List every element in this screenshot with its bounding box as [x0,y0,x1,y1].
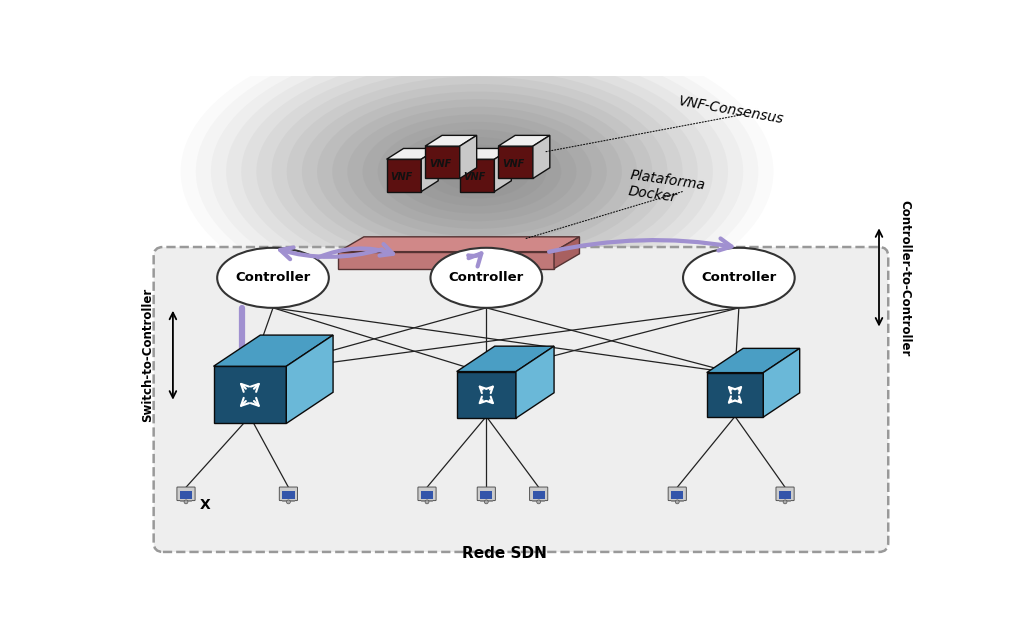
Ellipse shape [217,248,329,308]
Polygon shape [532,491,545,499]
Ellipse shape [347,107,607,236]
Ellipse shape [430,248,542,308]
Ellipse shape [256,61,697,282]
Polygon shape [387,159,421,191]
Ellipse shape [393,129,561,214]
Polygon shape [287,335,333,424]
Polygon shape [421,491,433,499]
Text: Plataforma
Docker: Plataforma Docker [628,168,707,209]
Ellipse shape [302,84,652,259]
Circle shape [184,500,188,504]
Ellipse shape [454,160,501,183]
Polygon shape [457,372,516,418]
Circle shape [287,500,291,504]
Ellipse shape [423,145,531,198]
Ellipse shape [362,114,592,229]
Ellipse shape [287,76,668,267]
FancyBboxPatch shape [177,487,196,501]
Text: VNF: VNF [502,159,524,169]
Polygon shape [499,136,550,146]
Polygon shape [425,136,477,146]
Polygon shape [460,136,477,179]
FancyBboxPatch shape [418,487,436,501]
Polygon shape [214,366,287,424]
Polygon shape [457,346,554,372]
Text: Switch-to-Controller: Switch-to-Controller [141,288,154,422]
Circle shape [676,500,679,504]
Ellipse shape [683,248,795,308]
Polygon shape [516,346,554,418]
FancyBboxPatch shape [280,487,298,501]
Polygon shape [339,237,580,252]
Polygon shape [763,348,800,417]
FancyBboxPatch shape [776,487,795,501]
Text: Controller: Controller [701,271,776,284]
Ellipse shape [271,69,683,275]
Polygon shape [532,136,550,179]
Ellipse shape [332,99,622,244]
Ellipse shape [226,46,728,297]
Ellipse shape [469,167,485,176]
Polygon shape [421,148,438,191]
FancyBboxPatch shape [154,247,888,552]
Polygon shape [707,348,800,373]
Circle shape [783,500,787,504]
FancyBboxPatch shape [669,487,686,501]
Polygon shape [495,148,511,191]
Polygon shape [671,491,683,499]
Polygon shape [387,148,438,159]
Text: VNF-Consensus: VNF-Consensus [677,94,785,126]
Polygon shape [779,491,792,499]
Circle shape [537,500,541,504]
Circle shape [425,500,429,504]
Text: VNF: VNF [390,172,413,182]
Polygon shape [707,373,763,417]
Circle shape [484,500,488,504]
Text: VNF: VNF [464,172,485,182]
FancyBboxPatch shape [477,487,496,501]
Text: Controller-to-Controller: Controller-to-Controller [898,200,911,356]
Ellipse shape [211,39,743,304]
Polygon shape [460,148,511,159]
Text: X: X [200,498,211,512]
Polygon shape [283,491,295,499]
Ellipse shape [317,91,637,252]
Polygon shape [339,252,554,269]
Ellipse shape [378,122,577,221]
Polygon shape [480,491,493,499]
Text: Controller: Controller [236,271,310,284]
Text: Controller: Controller [449,271,524,284]
Polygon shape [214,335,333,366]
Ellipse shape [242,54,713,290]
Polygon shape [425,146,460,179]
Polygon shape [499,146,532,179]
Text: VNF: VNF [429,159,452,169]
FancyBboxPatch shape [529,487,548,501]
Ellipse shape [438,152,516,191]
Ellipse shape [408,137,546,206]
Polygon shape [180,491,193,499]
Polygon shape [460,159,495,191]
Polygon shape [554,237,580,269]
Text: Rede SDN: Rede SDN [462,546,547,561]
